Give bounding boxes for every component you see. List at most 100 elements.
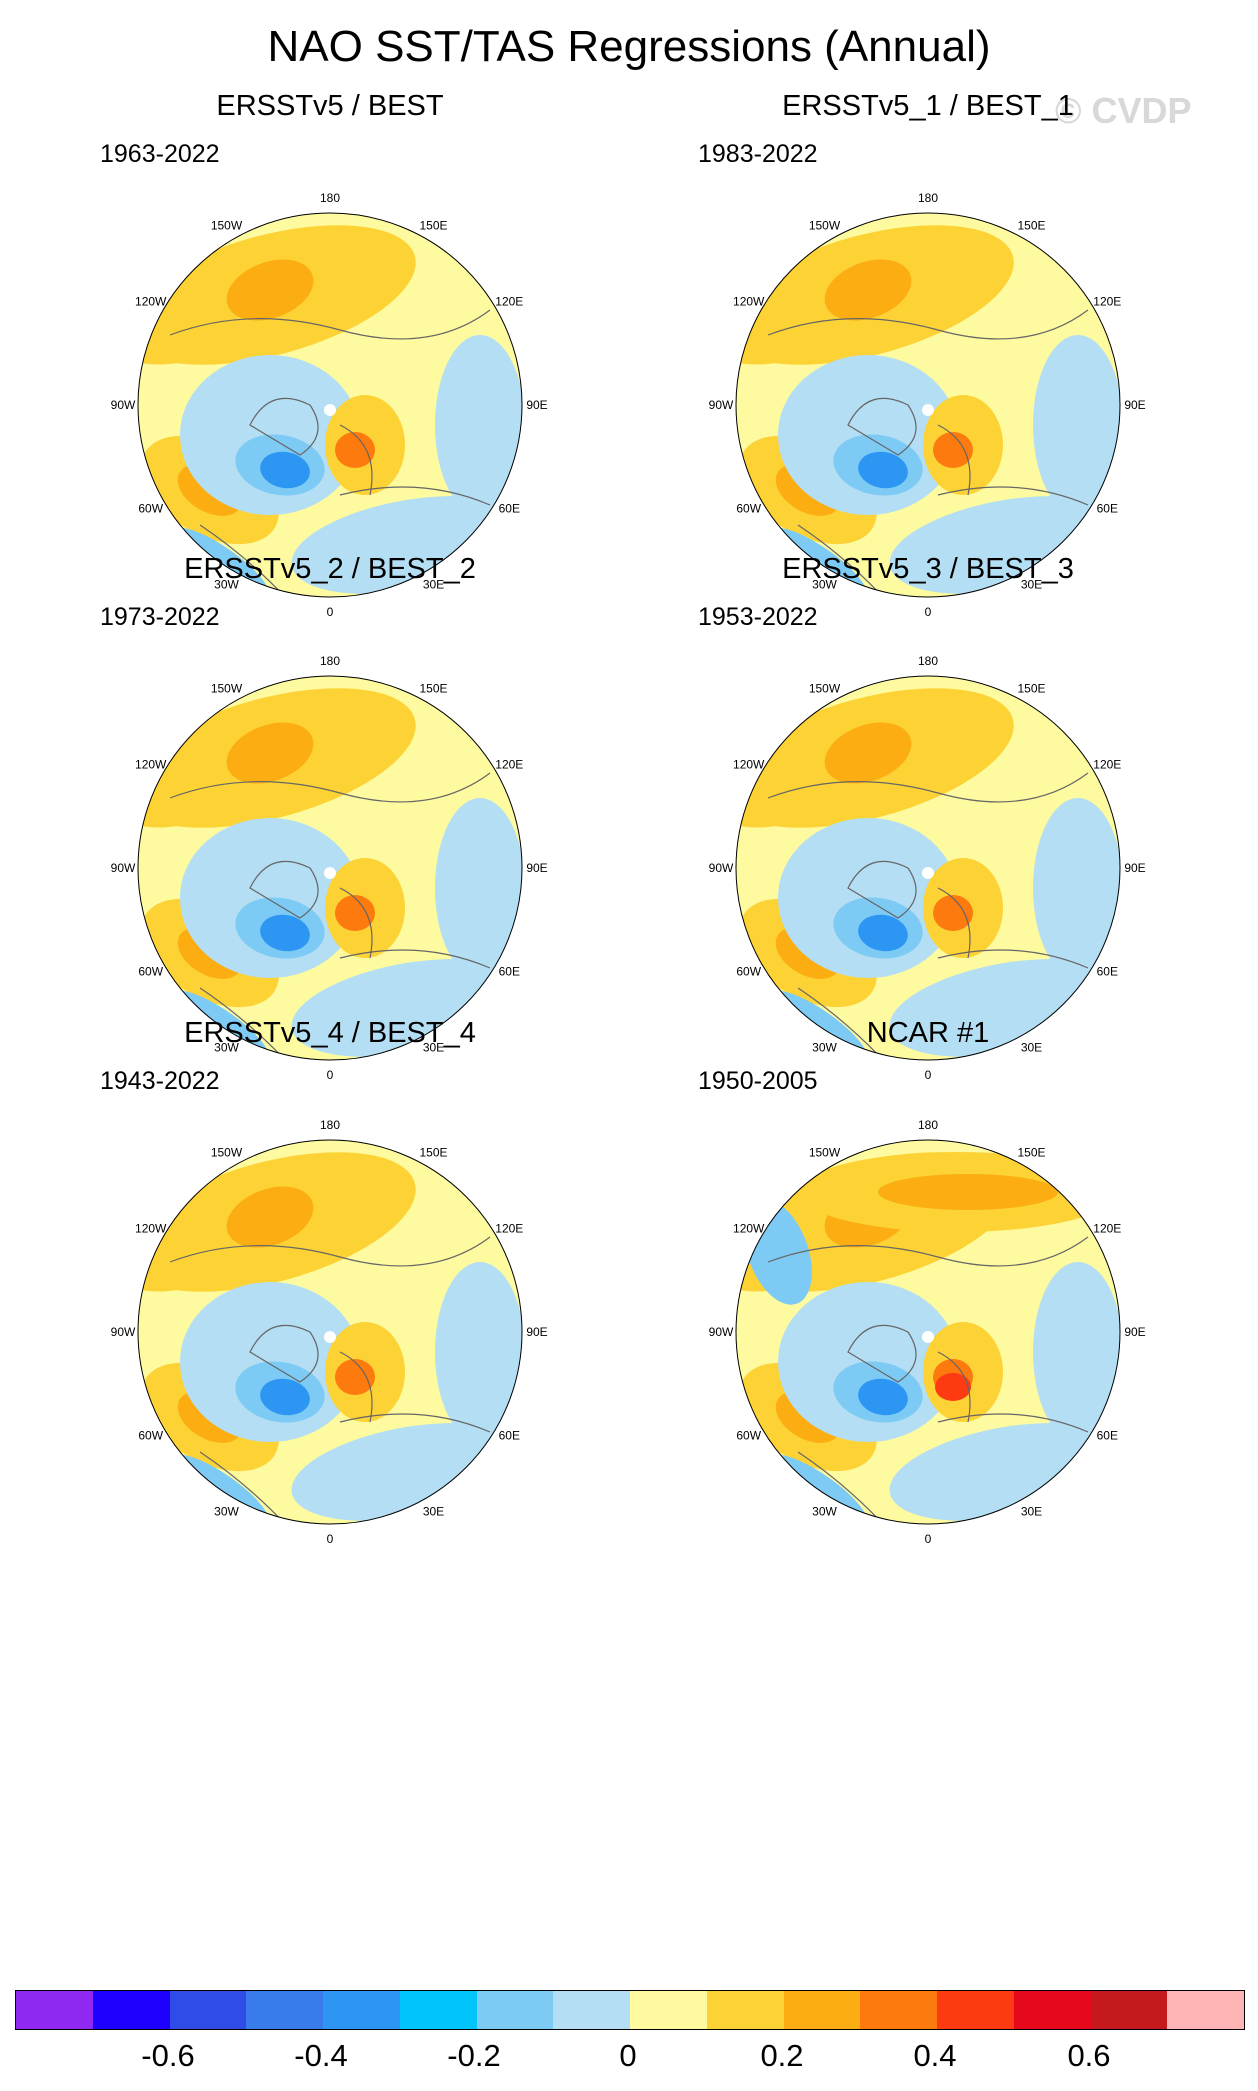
longitude-label: 150E <box>1017 219 1045 233</box>
coastline <box>169 1236 491 1267</box>
anomaly-contour <box>226 722 314 784</box>
panel-title: ERSSTv5_1 / BEST_1 <box>782 90 1074 122</box>
colorbar-swatch <box>860 1991 937 2029</box>
longitude-label: 150W <box>211 682 243 696</box>
polar-map: 180 150E 120E 90E 60E 30E 0 30W 60W 90W 120W 150W <box>111 191 548 619</box>
coastline <box>339 949 491 969</box>
panel-years: 1983-2022 <box>698 140 818 168</box>
longitude-label: 60E <box>499 1429 520 1443</box>
anomaly-contour <box>435 798 522 978</box>
panel-title: NCAR #1 <box>866 1017 990 1049</box>
anomaly-contour <box>933 432 973 468</box>
longitude-label: 90W <box>111 1325 136 1339</box>
longitude-label: 30W <box>214 577 239 591</box>
coastline <box>937 486 1089 506</box>
longitude-label: 0 <box>925 1532 932 1546</box>
coastline <box>847 397 917 456</box>
anomaly-contour <box>1033 798 1120 978</box>
longitude-label: 120E <box>1093 758 1121 772</box>
longitude-label: 60E <box>1097 1429 1118 1443</box>
longitude-label: 60W <box>736 965 761 979</box>
coastline <box>797 987 909 1060</box>
colorbar-swatch <box>937 1991 1014 2029</box>
longitude-label: 90W <box>709 1325 734 1339</box>
map-panel: NCAR #1 180 150E 120E 90E 60E 30E 0 30W 60W 90W 120… <box>628 1017 1228 1637</box>
anomaly-contour <box>824 259 912 321</box>
longitude-label: 180 <box>320 1118 340 1132</box>
longitude-label: 30E <box>1021 577 1042 591</box>
longitude-label: 120W <box>135 758 167 772</box>
longitude-label: 150W <box>809 1146 841 1160</box>
coastline <box>937 1351 971 1423</box>
panel-title: ERSSTv5_2 / BEST_2 <box>184 553 476 585</box>
coastline <box>199 1451 311 1524</box>
anomaly-contour <box>260 1378 310 1416</box>
anomaly-contour <box>824 722 912 784</box>
anomaly-contour <box>226 259 314 321</box>
colorbar-swatch <box>706 1991 784 2029</box>
longitude-label: 150E <box>1017 1146 1045 1160</box>
anomaly-contour <box>435 335 522 515</box>
colorbar-label: -0.4 <box>294 2038 348 2073</box>
colorbar-swatch <box>399 1991 477 2029</box>
coastline <box>249 1324 319 1383</box>
coastline <box>169 309 491 340</box>
longitude-label: 60E <box>1097 965 1118 979</box>
anomaly-contour <box>226 1186 314 1248</box>
longitude-label: 30W <box>214 1504 239 1518</box>
longitude-label: 90W <box>111 861 136 875</box>
colorbar-swatch <box>1013 1991 1091 2029</box>
longitude-label: 90E <box>1124 398 1145 412</box>
coastline <box>199 987 311 1060</box>
longitude-label: 60W <box>138 1429 163 1443</box>
longitude-label: 0 <box>925 605 932 619</box>
coastline <box>937 887 971 959</box>
longitude-label: 30W <box>812 577 837 591</box>
longitude-label: 0 <box>327 1068 334 1082</box>
longitude-label: 180 <box>918 191 938 205</box>
longitude-label: 150E <box>1017 682 1045 696</box>
colorbar-swatch <box>476 1991 554 2029</box>
colorbar-swatch <box>553 1991 630 2029</box>
longitude-label: 90W <box>709 398 734 412</box>
colorbar-swatch <box>169 1991 247 2029</box>
map-border <box>735 212 1121 598</box>
longitude-label: 150W <box>809 682 841 696</box>
colorbar-swatch <box>1090 1991 1168 2029</box>
anomaly-contour <box>878 1174 1058 1210</box>
longitude-label: 150E <box>419 682 447 696</box>
longitude-label: 150E <box>419 1146 447 1160</box>
watermark: © CVDP <box>1055 90 1192 131</box>
coastline <box>339 1351 373 1423</box>
colorbar-swatch <box>246 1991 323 2029</box>
longitude-label: 30E <box>423 1504 444 1518</box>
longitude-label: 30W <box>812 1504 837 1518</box>
coastline <box>847 1324 917 1383</box>
longitude-label: 90E <box>1124 1325 1145 1339</box>
longitude-label: 0 <box>925 1068 932 1082</box>
map-border <box>137 675 523 1061</box>
coastline <box>937 424 971 496</box>
panel-title: ERSSTv5 / BEST <box>216 90 444 122</box>
longitude-label: 120E <box>1093 1222 1121 1236</box>
map-border <box>137 212 523 598</box>
coastline <box>249 860 319 919</box>
longitude-label: 30W <box>812 1040 837 1054</box>
longitude-label: 60E <box>1097 502 1118 516</box>
longitude-label: 60E <box>499 965 520 979</box>
coastline <box>339 887 373 959</box>
colorbar-label: -0.6 <box>141 2038 195 2073</box>
panel-years: 1973-2022 <box>100 603 220 631</box>
anomaly-contour <box>260 914 310 952</box>
map-panel: ERSSTv5_4 / BEST_4 180 150E 120E 90E 60E 30E 0 3… <box>30 1017 630 1637</box>
colorbar-swatch <box>16 1991 93 2029</box>
longitude-label: 150W <box>211 1146 243 1160</box>
longitude-label: 120W <box>733 758 765 772</box>
colorbar-swatch <box>783 1991 861 2029</box>
coastline <box>339 424 373 496</box>
coastline <box>767 1236 1089 1267</box>
north-pole-marker <box>324 1331 336 1343</box>
longitude-label: 120W <box>135 295 167 309</box>
colorbar-swatch <box>92 1991 170 2029</box>
map-border <box>137 1139 523 1525</box>
